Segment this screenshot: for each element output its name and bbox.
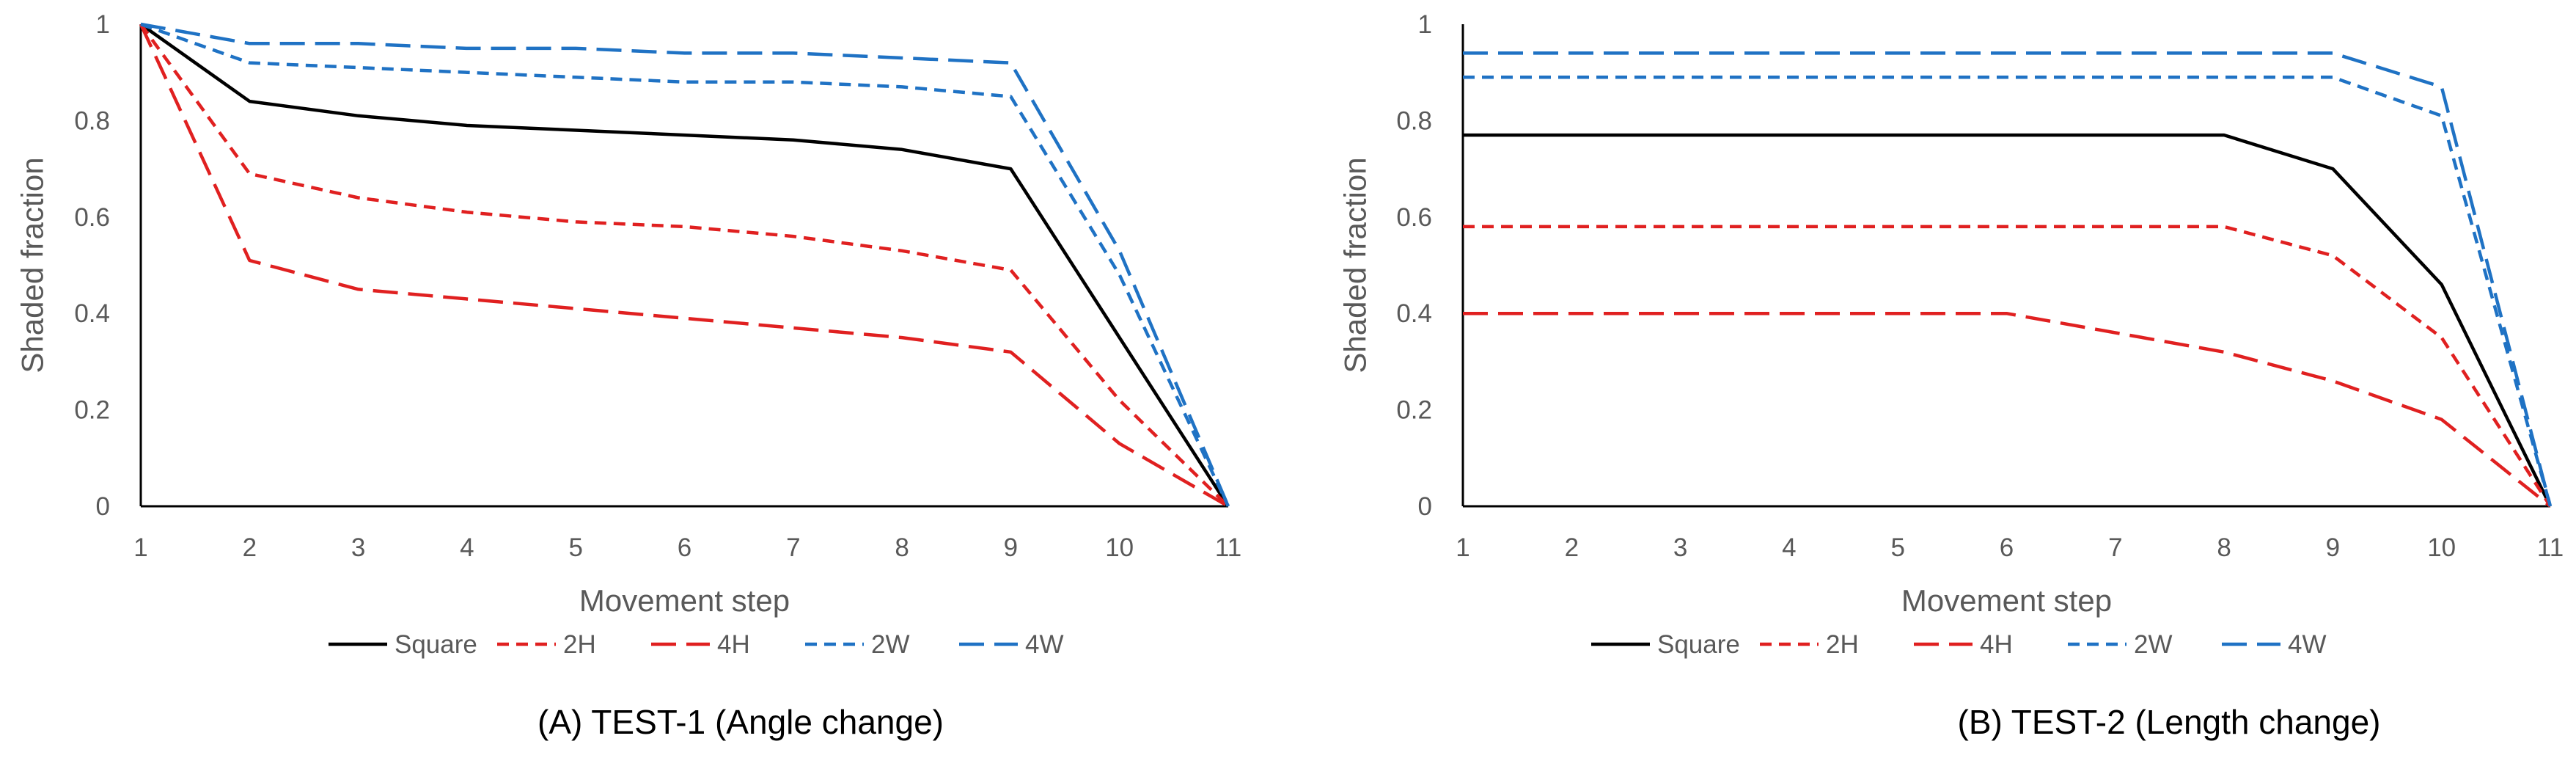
- x-tick-label: 2: [243, 533, 257, 562]
- y-tick-label: 0.6: [74, 203, 110, 232]
- x-tick-label: 1: [1456, 533, 1469, 562]
- series-line-2h: [1463, 225, 2552, 508]
- y-tick-label: 0.8: [1396, 106, 1432, 135]
- y-tick-label: 1: [1418, 10, 1432, 39]
- x-tick-label: 6: [678, 533, 691, 562]
- legend-label-2w: 2W: [871, 630, 910, 659]
- series-line-4w: [140, 22, 1230, 507]
- x-tick-label: 3: [351, 533, 365, 562]
- series-line-4h: [1463, 311, 2552, 508]
- x-tick-label: 4: [1782, 533, 1796, 562]
- x-tick-label: 8: [895, 533, 909, 562]
- series-line-square: [1463, 133, 2553, 507]
- legend-label-4w: 4W: [2288, 630, 2327, 659]
- y-tick-label: 0.4: [74, 299, 110, 328]
- y-tick-label: 0: [1418, 492, 1432, 521]
- x-tick-label: 7: [2108, 533, 2122, 562]
- x-tick-label: 9: [2326, 533, 2340, 562]
- x-tick-label: 5: [568, 533, 582, 562]
- legend-label-4w: 4W: [1025, 630, 1064, 659]
- y-tick-label: 0.2: [74, 396, 110, 425]
- y-axis-title: Shaded fraction: [1338, 157, 1373, 373]
- x-tick-label: 7: [786, 533, 800, 562]
- legend-label-4h: 4H: [717, 630, 750, 659]
- y-tick-label: 0.6: [1396, 203, 1432, 232]
- x-tick-label: 5: [1890, 533, 1904, 562]
- panel-caption: (B) TEST-2 (Length change): [1958, 703, 2381, 741]
- legend-label-2w: 2W: [2134, 630, 2173, 659]
- x-tick-label: 1: [133, 533, 147, 562]
- panel-caption: (A) TEST-1 (Angle change): [537, 703, 944, 741]
- series-line-square: [139, 23, 1230, 508]
- series-line-4h: [139, 23, 1230, 508]
- y-axis-title: Shaded fraction: [15, 157, 50, 373]
- series-line-2w: [140, 22, 1230, 507]
- x-tick-label: 11: [1215, 533, 1241, 562]
- legend-label-square: Square: [395, 630, 477, 659]
- x-tick-label: 9: [1004, 533, 1018, 562]
- x-tick-label: 2: [1565, 533, 1579, 562]
- legend-label-4h: 4H: [1980, 630, 2013, 659]
- series-line-2h: [139, 23, 1230, 508]
- x-tick-label: 4: [460, 533, 474, 562]
- x-tick-label: 10: [1105, 533, 1134, 562]
- series-line-2w: [1463, 76, 2553, 507]
- y-tick-label: 0.4: [1396, 299, 1432, 328]
- x-tick-label: 3: [1673, 533, 1687, 562]
- x-axis-title: Movement step: [1901, 583, 2112, 618]
- x-tick-label: 6: [2000, 533, 2014, 562]
- y-tick-label: 0.8: [74, 106, 110, 135]
- x-tick-label: 11: [2537, 533, 2564, 562]
- x-axis-title: Movement step: [579, 583, 790, 618]
- legend-label-2h: 2H: [1826, 630, 1859, 659]
- x-tick-label: 10: [2427, 533, 2456, 562]
- y-tick-label: 0: [96, 492, 110, 521]
- legend-label-2h: 2H: [563, 630, 596, 659]
- series-line-4w: [1463, 51, 2553, 507]
- y-tick-label: 0.2: [1396, 396, 1432, 425]
- x-tick-label: 8: [2217, 533, 2231, 562]
- y-tick-label: 1: [96, 10, 110, 39]
- legend-label-square: Square: [1657, 630, 1740, 659]
